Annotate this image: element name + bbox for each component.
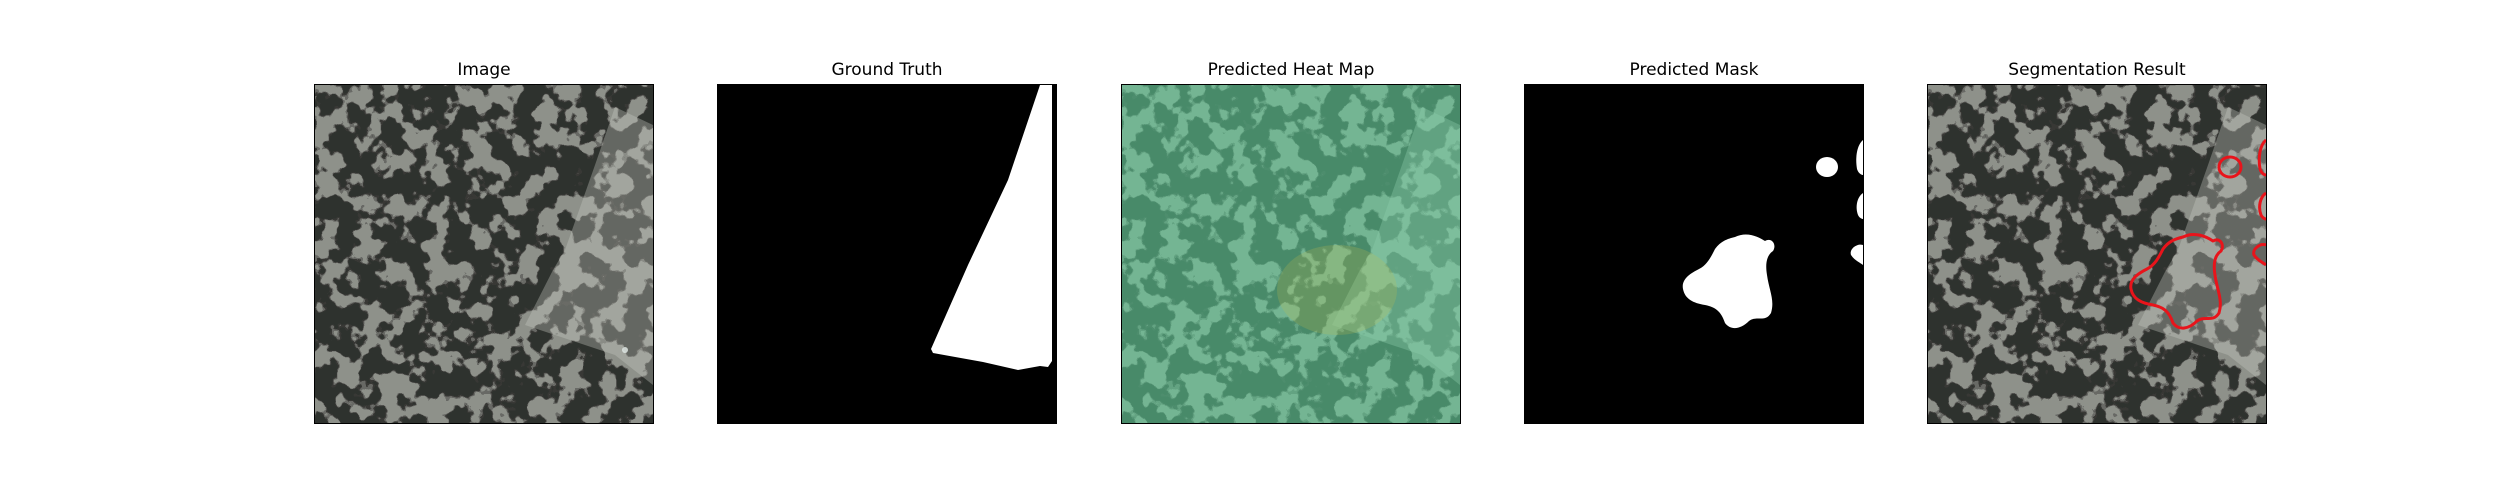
original-image — [315, 85, 653, 423]
mask-frame — [1524, 84, 1864, 424]
heat-map-frame — [1121, 84, 1461, 424]
mask-blob-small — [1816, 157, 1838, 177]
contour-edge-2 — [2258, 191, 2266, 221]
panel-title: Ground Truth — [831, 60, 943, 80]
predicted-mask — [1525, 85, 1863, 423]
contour-edge-3 — [2252, 243, 2266, 267]
tampered-region — [525, 107, 653, 385]
panel-title: Image — [457, 60, 511, 80]
contour-edge-1 — [2257, 138, 2266, 177]
panel-title: Segmentation Result — [2008, 60, 2186, 80]
ground-truth-frame — [717, 84, 1057, 424]
contour-small — [2217, 155, 2243, 179]
segmentation-image — [1928, 85, 2266, 423]
heat-map-image — [1122, 85, 1460, 423]
heat-overlay — [1122, 85, 1460, 423]
mask-blob-edge-2 — [1856, 193, 1863, 219]
segmentation-contours — [2129, 138, 2266, 330]
ground-truth-mask — [718, 85, 1056, 423]
panel-title: Predicted Heat Map — [1207, 60, 1375, 80]
mask-blob-main — [1682, 234, 1775, 329]
segmentation-frame — [1927, 84, 2267, 424]
contour-main — [2129, 233, 2224, 330]
mask-blob-edge-1 — [1856, 140, 1863, 175]
ground-truth-region — [931, 85, 1052, 370]
image-frame — [314, 84, 654, 424]
mask-blob-edge-3 — [1850, 244, 1863, 265]
panel-title: Predicted Mask — [1629, 60, 1759, 80]
